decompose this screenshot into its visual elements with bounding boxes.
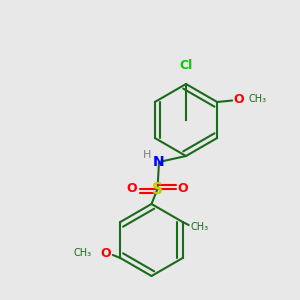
Text: O: O bbox=[234, 92, 244, 106]
Text: H: H bbox=[143, 149, 151, 160]
Text: O: O bbox=[178, 182, 188, 196]
Text: CH₃: CH₃ bbox=[190, 221, 208, 232]
Text: CH₃: CH₃ bbox=[249, 94, 267, 104]
Text: CH₃: CH₃ bbox=[74, 248, 92, 259]
Text: O: O bbox=[127, 182, 137, 196]
Text: S: S bbox=[152, 182, 163, 196]
Text: O: O bbox=[101, 247, 111, 260]
Text: Cl: Cl bbox=[179, 59, 193, 72]
Text: N: N bbox=[153, 155, 165, 169]
